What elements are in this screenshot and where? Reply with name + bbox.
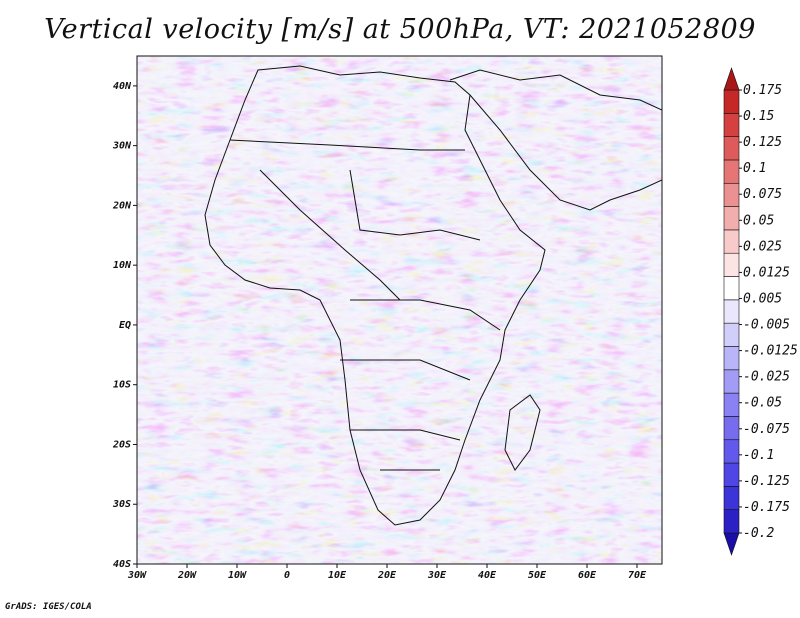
colorbar-swatch xyxy=(723,182,740,207)
colorbar-swatch xyxy=(723,346,740,371)
x-tick-label: 60E xyxy=(578,570,597,581)
colorbar-label: 0.15 xyxy=(743,109,774,124)
colorbar-label: -0.0125 xyxy=(743,344,798,359)
colorbar-swatch xyxy=(723,486,740,510)
y-tick-label: 10S xyxy=(113,380,131,391)
colorbar-swatch xyxy=(723,322,740,347)
credit-text: GrADS: IGES/COLA xyxy=(5,602,92,612)
colorbar-label: 0.075 xyxy=(743,187,782,202)
colorbar-swatch xyxy=(723,229,740,254)
colorbar-swatch xyxy=(723,299,740,324)
x-tick-label: 0 xyxy=(284,570,290,581)
y-tick-label: 30S xyxy=(112,499,131,510)
colorbar-swatch xyxy=(723,509,740,534)
colorbar-label: -0.005 xyxy=(743,318,790,333)
colorbar-label: -0.2 xyxy=(743,526,774,541)
colorbar-label: -0.175 xyxy=(743,500,790,515)
x-tick-label: 20W xyxy=(177,570,197,581)
colorbar-swatch xyxy=(723,369,740,394)
colorbar-label: 0.125 xyxy=(743,135,782,150)
colorbar-label: 0.05 xyxy=(743,213,774,228)
x-tick-label: 10W xyxy=(228,570,247,581)
colorbar-label: -0.1 xyxy=(743,448,774,463)
colorbar-label: 0.005 xyxy=(743,291,782,306)
colorbar-swatch xyxy=(723,439,740,464)
colorbar-swatch xyxy=(723,532,740,556)
colorbar-swatch xyxy=(723,89,740,114)
y-tick-label: EQ xyxy=(119,320,131,331)
x-axis-ticks: 30W 20W 10W 0 10E 20E 30E 40E 50E 60E 70E xyxy=(127,564,647,581)
colorbar-swatch xyxy=(723,276,740,301)
y-tick-label: 10N xyxy=(113,260,132,271)
colorbar-label: -0.05 xyxy=(743,396,782,411)
x-tick-label: 70E xyxy=(628,570,647,581)
y-tick-label: 40S xyxy=(113,559,131,570)
y-tick-label: 40N xyxy=(113,81,132,92)
x-tick-label: 50E xyxy=(528,570,547,581)
x-tick-label: 10E xyxy=(328,570,347,581)
y-tick-label: 20N xyxy=(112,200,132,211)
colorbar-label: -0.025 xyxy=(743,370,790,385)
y-tick-label: 20S xyxy=(112,439,131,450)
x-tick-label: 30W xyxy=(127,570,147,581)
colorbar-swatch xyxy=(723,462,740,487)
colorbar-label: 0.1 xyxy=(743,161,766,176)
colorbar-swatch xyxy=(723,206,740,231)
colorbar-label: -0.125 xyxy=(743,474,790,489)
coastlines xyxy=(204,65,662,526)
colorbar-label: 0.025 xyxy=(743,239,782,254)
colorbar-swatch xyxy=(723,113,740,137)
colorbar-label: 0.175 xyxy=(743,83,782,98)
y-tick-label: 30N xyxy=(112,141,132,152)
colorbar-swatch xyxy=(723,416,740,441)
colorbar-label: 0.0125 xyxy=(743,265,790,280)
colorbar-swatch xyxy=(723,159,740,184)
colorbar-label: -0.075 xyxy=(743,422,790,437)
colorbar-swatch xyxy=(723,136,740,161)
plot-frame xyxy=(136,55,663,565)
map-title: Vertical velocity [m/s] at 500hPa, VT: 2… xyxy=(44,14,756,45)
colorbar-swatch xyxy=(723,67,740,91)
x-tick-label: 30E xyxy=(427,570,447,581)
y-axis-ticks: 40N 30N 20N 10N EQ 10S 20S 30S 40S xyxy=(112,81,137,570)
x-tick-label: 40E xyxy=(478,570,497,581)
colorbar-swatch xyxy=(723,252,740,277)
x-tick-label: 20E xyxy=(377,570,397,581)
velocity-field xyxy=(137,56,662,564)
colorbar: 0.175 0.15 0.125 0.1 0.075 0.05 0.025 0.0125 0.0… xyxy=(723,67,798,556)
colorbar-swatch xyxy=(723,392,740,417)
